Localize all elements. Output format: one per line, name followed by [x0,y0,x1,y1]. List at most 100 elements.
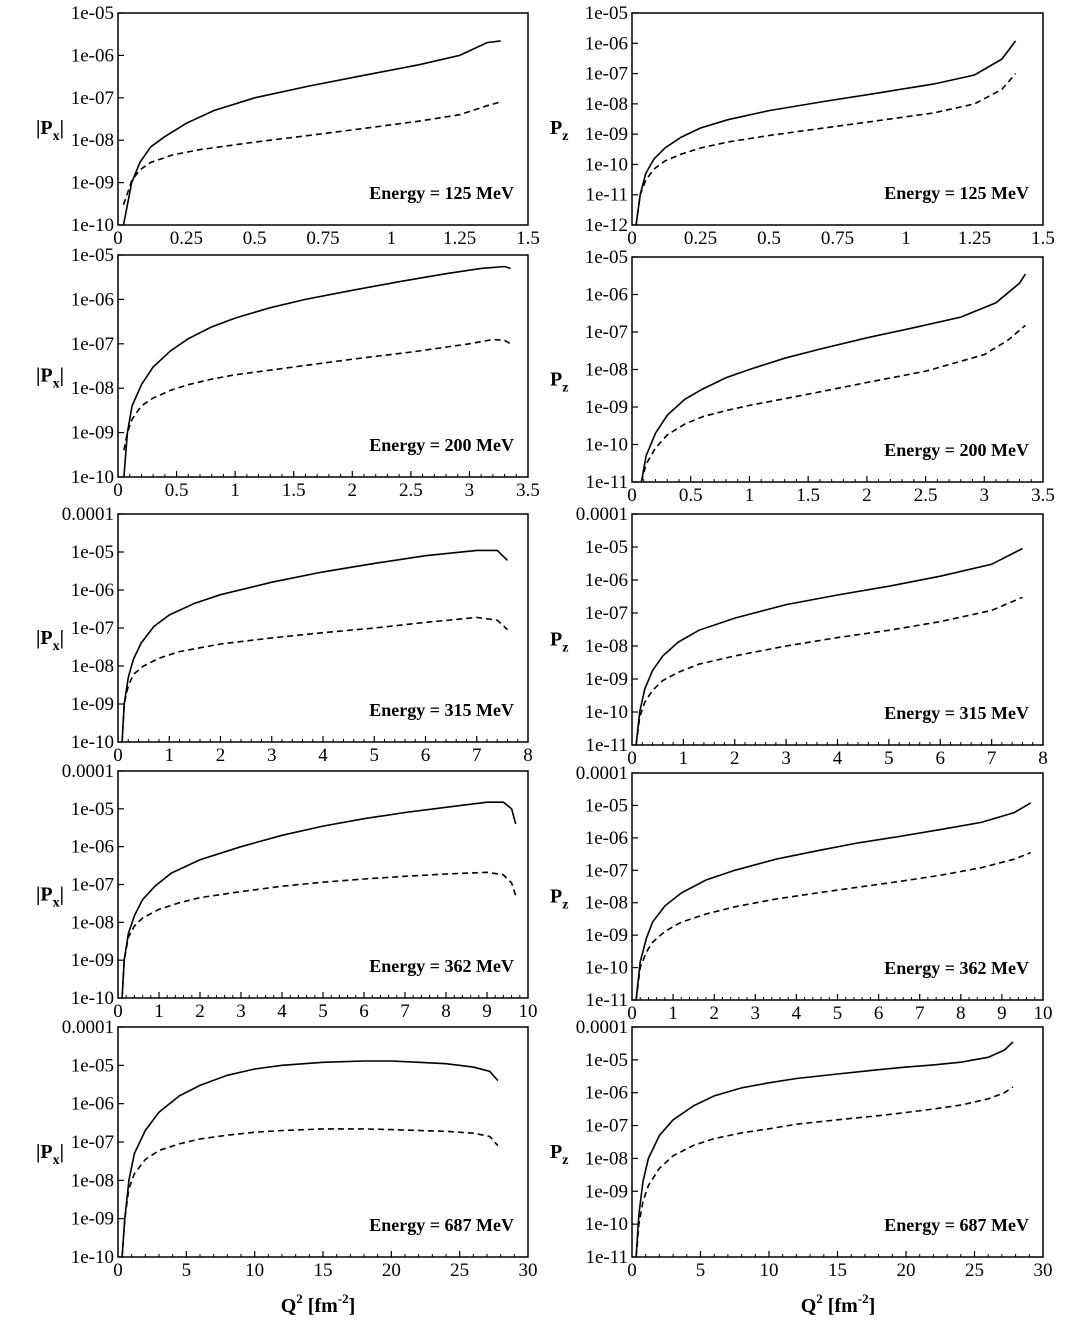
y-axis-label-sub: x [53,639,60,654]
solid-curve [123,265,511,478]
x-tick-label: 1.5 [796,485,820,506]
panel-left-5: 1e-10 1e-09 1e-08 1e-07 1e-06 1e-05 0.0001 0 5 10… [36,1017,538,1281]
x-tick-label: 0 [113,745,123,766]
energy-annotation: Energy = 315 MeV [369,700,514,720]
panel-right-4: 1e-11 1e-10 1e-09 1e-08 1e-07 1e-06 1e-05 0.000… [550,763,1053,1024]
y-tick-label: 1e-05 [585,3,628,24]
x-tick-label: 7 [987,748,997,769]
x-tick-label: 0 [113,1260,123,1281]
x-tick-label: 2 [216,745,226,766]
panel-right-1: 1e-12 1e-11 1e-10 1e-09 1e-08 1e-07 1e-06 1e-05… [550,3,1055,249]
x-tick-label: 1.5 [516,228,540,249]
x-tick-label: 0.5 [679,485,703,506]
x-tick-label: 0.5 [165,480,189,501]
y-tick-label: 1e-05 [71,245,114,266]
x-tick-label: 8 [1038,748,1048,769]
y-tick-label: 1e-09 [71,423,114,444]
dashed-curve [635,596,1023,746]
y-tick-label: 1e-10 [585,154,628,175]
panel-left-1: 1e-10 1e-09 1e-08 1e-07 1e-06 1e-05 0 0.25 0.5 0.… [36,3,540,249]
x-tick-label: 4 [277,1001,287,1022]
x-tick-label: 9 [997,1003,1007,1024]
x-tick-label: 1 [668,1003,678,1024]
y-tick-label: 1e-09 [585,669,628,690]
y-tick-label: 1e-11 [585,472,628,493]
solid-curve [121,1060,499,1258]
solid-curve [121,549,509,743]
panel-right-3: 1e-11 1e-10 1e-09 1e-08 1e-07 1e-06 1e-05 0.000… [550,504,1048,769]
x-tick-label: 1.25 [958,228,991,249]
x-tick-label: 0.25 [684,228,717,249]
y-axis-label-symbol: P [550,1141,562,1163]
y-tick-label: 1e-07 [71,875,114,896]
x-tick-label: 1 [745,485,755,506]
y-tick-label: 1e-06 [585,828,628,849]
x-axis-label-sup: 2 [296,1291,303,1306]
x-tick-label: 1 [230,480,240,501]
x-tick-label: 1.5 [1031,228,1055,249]
x-tick-label: 2 [709,1003,719,1024]
x-tick-label: 3 [236,1001,246,1022]
dashed-curve [121,871,517,999]
x-tick-label: 5 [696,1260,706,1281]
x-axis-label-left: Q2 [fm-2] [281,1291,356,1317]
x-tick-label: 2 [195,1001,205,1022]
y-tick-label: 1e-05 [585,247,628,268]
y-tick-label: 1e-07 [71,334,114,355]
y-axis-label: |Px| [36,627,64,654]
y-axis-label-symbol: P [550,629,562,651]
x-tick-label: 7 [472,745,482,766]
x-tick-label: 3.5 [516,480,540,501]
x-tick-label: 20 [382,1260,401,1281]
y-axis-label: |Px| [36,365,64,392]
x-tick-label: 6 [936,748,946,769]
y-tick-label: 1e-07 [71,1132,114,1153]
y-tick-label: 1e-10 [585,435,628,456]
y-axis-label: Pz [550,629,568,656]
y-tick-label: 1e-07 [585,64,628,85]
y-tick-label: 1e-07 [71,88,114,109]
x-tick-label: 15 [314,1260,333,1281]
dashed-curve [121,616,509,743]
y-tick-label: 1e-07 [585,603,628,624]
dashed-curve [635,851,1031,1001]
x-tick-label: 0 [627,1260,637,1281]
y-axis-label-sub: z [562,641,568,656]
y-tick-label: 1e-11 [585,1247,628,1268]
x-tick-label: 2.5 [914,485,938,506]
x-tick-label: 10 [519,1001,538,1022]
y-tick-label: 0.0001 [576,763,628,784]
x-axis-label-symbol: Q [281,1295,297,1317]
x-tick-label: 5 [884,748,894,769]
x-tick-label: 3 [980,485,990,506]
solid-curve [640,273,1027,483]
y-tick-label: 1e-07 [585,1116,628,1137]
x-tick-label: 0 [113,1001,123,1022]
x-tick-label: 9 [482,1001,492,1022]
x-tick-label: 0 [627,485,637,506]
x-tick-label: 1.5 [282,480,306,501]
y-tick-label: 0.0001 [62,1017,114,1038]
y-tick-label: 1e-05 [71,542,114,563]
y-tick-label: 1e-06 [585,33,628,54]
x-tick-label: 10 [760,1260,779,1281]
panel-right-5: 1e-11 1e-10 1e-09 1e-08 1e-07 1e-06 1e-05 0.000… [550,1017,1053,1281]
x-tick-label: 10 [245,1260,264,1281]
x-tick-label: 15 [828,1260,847,1281]
y-tick-label: 1e-10 [71,467,114,488]
x-tick-label: 0.5 [243,228,267,249]
x-axis-label-sup: 2 [816,1291,823,1306]
y-tick-label: 1e-10 [71,1247,114,1268]
y-tick-label: 1e-07 [585,860,628,881]
x-tick-label: 5 [318,1001,328,1022]
solid-curve [122,40,501,226]
x-tick-label: 0.75 [821,228,854,249]
y-axis-label-symbol: P [550,117,562,139]
dashed-curve [635,1086,1014,1258]
y-axis-label: |Px| [36,117,64,144]
y-tick-label: 1e-07 [585,322,628,343]
y-tick-label: 1e-08 [71,656,114,677]
y-tick-label: 1e-06 [71,580,114,601]
x-tick-label: 30 [519,1260,538,1281]
y-tick-label: 1e-05 [585,1050,628,1071]
